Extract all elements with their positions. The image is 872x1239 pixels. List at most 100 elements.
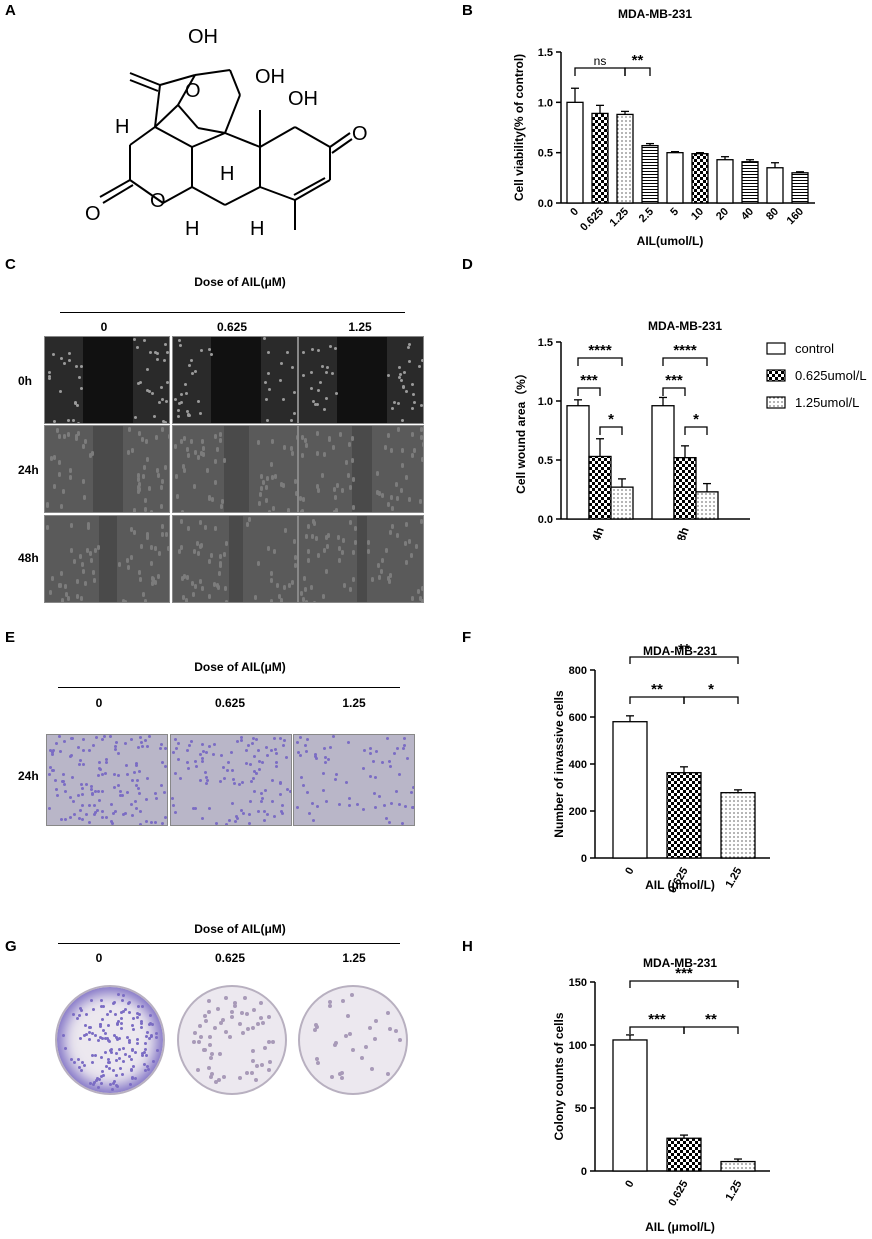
y-tick-label: 0 — [581, 1166, 587, 1178]
cell-speck — [267, 351, 271, 355]
cell-speck — [186, 410, 190, 414]
invaded-cell — [269, 748, 273, 752]
cell-speck — [283, 584, 287, 590]
colony — [242, 995, 247, 1000]
colony — [112, 1034, 116, 1038]
cell-speck — [341, 488, 345, 494]
colony — [202, 1014, 207, 1019]
invaded-cell — [244, 761, 248, 765]
significance-bracket — [629, 980, 739, 988]
cell-speck — [392, 400, 396, 404]
invaded-cell — [101, 773, 105, 777]
cell-speck — [407, 538, 411, 544]
cell-speck — [351, 504, 355, 510]
invaded-cell — [242, 812, 246, 816]
cell-speck — [96, 545, 100, 551]
invaded-cell — [55, 793, 59, 797]
cell-speck — [182, 595, 186, 601]
invaded-cell — [279, 780, 283, 784]
invaded-cell — [149, 821, 153, 825]
cell-speck — [146, 457, 150, 463]
invaded-cell — [334, 778, 338, 782]
invaded-cell — [324, 755, 328, 759]
cell-speck — [316, 488, 320, 494]
transwell-micrograph — [170, 734, 292, 826]
colony — [87, 1025, 91, 1029]
cell-speck — [304, 438, 308, 444]
dose-line-c — [60, 312, 405, 313]
bar — [566, 101, 584, 204]
invaded-cell — [383, 803, 387, 807]
invaded-cell — [251, 741, 255, 745]
bar — [673, 456, 697, 520]
invaded-cell — [235, 739, 239, 743]
bar — [651, 405, 675, 520]
cell-speck — [150, 509, 154, 512]
cell-speck — [184, 391, 188, 395]
significance-label: * — [608, 411, 614, 428]
cell-speck — [147, 389, 151, 393]
cell-speck — [164, 342, 168, 346]
panel-letter-g: G — [5, 938, 17, 955]
invaded-cell — [49, 766, 53, 770]
cell-speck — [367, 549, 371, 555]
cell-speck — [353, 540, 357, 546]
cell-speck — [214, 480, 218, 485]
panel-letter-b: B — [462, 2, 473, 19]
cell-speck — [273, 473, 277, 479]
invaded-cell — [117, 752, 121, 756]
cell-speck — [137, 570, 141, 576]
significance-label: * — [693, 411, 699, 428]
invaded-cell — [200, 743, 204, 747]
cell-speck — [317, 553, 321, 559]
colony — [216, 1006, 221, 1011]
cell-speck — [411, 407, 415, 411]
dose-line-g — [58, 943, 400, 944]
cell-speck — [422, 376, 423, 380]
colony — [72, 1013, 76, 1017]
cell-speck — [137, 489, 141, 495]
cell-speck — [272, 548, 276, 554]
cell-speck — [304, 587, 308, 593]
cell-speck — [156, 357, 160, 361]
invaded-cell — [254, 738, 258, 742]
invaded-cell — [97, 774, 101, 778]
cell-speck — [150, 391, 154, 395]
colony — [103, 1051, 107, 1055]
colony — [105, 1036, 109, 1040]
invaded-cell — [68, 754, 72, 758]
x-tick-label: 1.25 — [723, 866, 744, 891]
invaded-cell — [80, 787, 84, 791]
invaded-cell — [371, 759, 375, 763]
colony — [251, 1026, 256, 1031]
cell-speck — [351, 550, 355, 556]
cell-speck — [310, 348, 314, 352]
cell-speck — [327, 437, 331, 443]
invaded-cell — [270, 800, 274, 804]
invaded-cell — [239, 808, 243, 812]
cell-speck — [183, 382, 187, 386]
invaded-cell — [259, 791, 263, 795]
colony — [227, 1035, 232, 1040]
cell-speck — [389, 573, 393, 579]
cell-speck — [337, 557, 341, 563]
cell-speck — [66, 419, 70, 423]
cell-speck — [187, 364, 191, 368]
cell-speck — [257, 440, 261, 446]
cell-speck — [377, 574, 381, 580]
cell-speck — [269, 571, 273, 577]
x-tick-label: 1.25 — [723, 1179, 744, 1204]
invaded-cell — [176, 742, 180, 746]
invaded-cell — [311, 802, 315, 806]
dose-title-e: Dose of AIL(μM) — [194, 660, 286, 674]
cell-speck — [348, 587, 352, 593]
cell-speck — [193, 450, 197, 456]
cell-speck — [129, 554, 133, 560]
invaded-cell — [105, 761, 109, 765]
cell-speck — [198, 412, 202, 416]
colony-dish — [298, 985, 408, 1095]
cell-speck — [412, 447, 416, 453]
cell-speck — [408, 360, 412, 364]
significance-label: ** — [651, 681, 663, 698]
cell-speck — [65, 592, 69, 598]
